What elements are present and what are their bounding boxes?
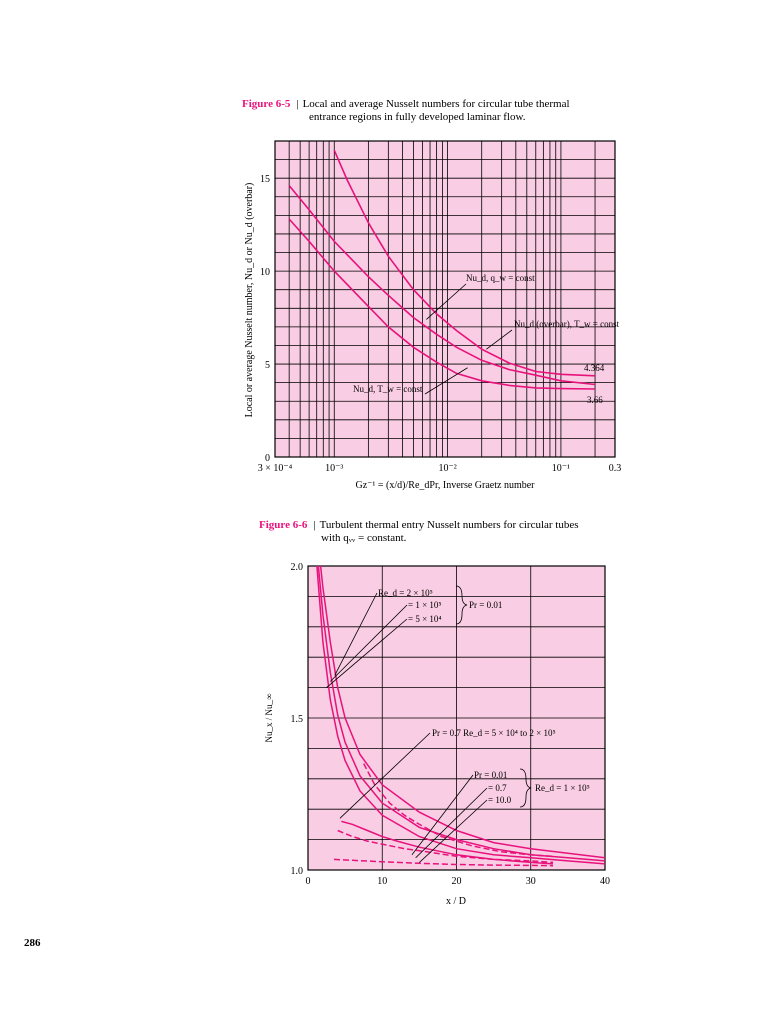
plot-area <box>275 141 615 457</box>
prandtl-annotation: Pr = 0.01 <box>474 770 507 780</box>
turbulent-curve-4 <box>341 820 554 865</box>
y-axis-label: Nu_x / Nu_∞ <box>264 694 274 743</box>
asymptote-label: 3.66 <box>587 395 603 405</box>
y-tick-label: 1.0 <box>291 866 304 877</box>
range-annotation: Pr = 0.7 Re_d = 5 × 10⁴ to 2 × 10⁵ <box>432 728 556 738</box>
x-axis-label: Gz⁻¹ = (x/d)/Re_dPr, Inverse Graetz numb… <box>355 480 535 491</box>
group-brace <box>455 585 468 625</box>
figure-6-6-caption-line1: Turbulent thermal entry Nusselt numbers … <box>319 519 579 531</box>
figure-6-5-caption: Figure 6-5 | Local and average Nusselt num… <box>242 98 622 124</box>
x-tick-label: 10⁻¹ <box>552 463 570 474</box>
curve-annotation: Nu_d, q_w = const <box>466 273 535 283</box>
reynolds-annotation: Re_d = 2 × 10⁵ <box>378 588 433 598</box>
annotation-leader <box>415 787 488 859</box>
annotation-leader <box>419 799 488 863</box>
curve-annotation: Nu_d, T_w = const <box>353 384 423 394</box>
caption-divider: | <box>296 98 299 110</box>
annotation-leader <box>426 283 467 320</box>
y-tick-label: 15 <box>260 174 270 185</box>
turbulent-curve-7 <box>333 858 554 867</box>
reynolds-annotation: = 1 × 10⁵ <box>408 600 442 610</box>
x-tick-label: 20 <box>452 876 462 887</box>
x-tick-label: 3 × 10⁻⁴ <box>258 463 293 474</box>
x-tick-label: 0.3 <box>609 463 622 474</box>
y-axis-label: Local or average Nusselt number, Nu_d or… <box>244 183 255 418</box>
figure-6-6-caption: Figure 6-6 | Turbulent thermal entry Nusse… <box>259 519 639 545</box>
figure-6-6-label: Figure 6-6 <box>259 519 308 531</box>
annotation-leader <box>326 618 408 688</box>
page-number: 286 <box>24 937 41 949</box>
annotation-leader <box>339 732 431 819</box>
reynolds-annotation: Re_d = 1 × 10⁵ <box>535 783 590 793</box>
x-tick-label: 10⁻² <box>438 463 456 474</box>
x-tick-label: 30 <box>526 876 536 887</box>
turbulent-curve-1 <box>319 565 606 859</box>
figure-6-6-caption-line2: with qᵥᵥ = constant. <box>321 532 407 544</box>
y-tick-label: 10 <box>260 267 270 278</box>
y-tick-label: 5 <box>265 360 270 371</box>
prandtl-annotation: = 10.0 <box>488 795 512 805</box>
group-brace <box>519 768 532 808</box>
turbulent-curve-6 <box>337 829 554 864</box>
y-tick-label: 0 <box>265 453 270 464</box>
x-tick-label: 0 <box>306 876 311 887</box>
y-tick-label: 1.5 <box>291 714 304 725</box>
plot-frame <box>274 140 616 458</box>
caption-divider: | <box>313 519 316 531</box>
annotation-leader <box>486 329 513 350</box>
y-tick-label: 2.0 <box>291 562 304 573</box>
nusselt-curve-2 <box>288 185 596 386</box>
asymptote-label: 4.364 <box>584 363 605 373</box>
figure-6-5-caption-line2: entrance regions in fully developed lami… <box>309 111 526 123</box>
x-tick-label: 10⁻³ <box>325 463 343 474</box>
annotation-leader <box>411 774 474 856</box>
nusselt-curve-3 <box>288 218 596 390</box>
annotation-leader <box>334 592 378 676</box>
figure-6-5-label: Figure 6-5 <box>242 98 291 110</box>
curve-annotation: Nu_d (overbar), T_w = const <box>514 319 620 329</box>
reynolds-annotation: = 5 × 10⁴ <box>408 614 442 624</box>
annotation-leader <box>424 367 468 395</box>
turbulent-curve-5 <box>363 763 554 858</box>
prandtl-annotation: Pr = 0.01 <box>469 600 502 610</box>
x-tick-label: 40 <box>600 876 610 887</box>
nusselt-curve-1 <box>333 149 596 377</box>
figure-6-5-caption-line1: Local and average Nusselt numbers for ci… <box>302 98 570 110</box>
prandtl-annotation: = 0.7 <box>488 783 507 793</box>
x-axis-label: x / D <box>446 896 466 907</box>
turbulent-curve-3 <box>316 565 606 865</box>
annotation-leader <box>329 604 408 682</box>
plot-frame <box>307 565 606 871</box>
x-tick-label: 10 <box>377 876 387 887</box>
